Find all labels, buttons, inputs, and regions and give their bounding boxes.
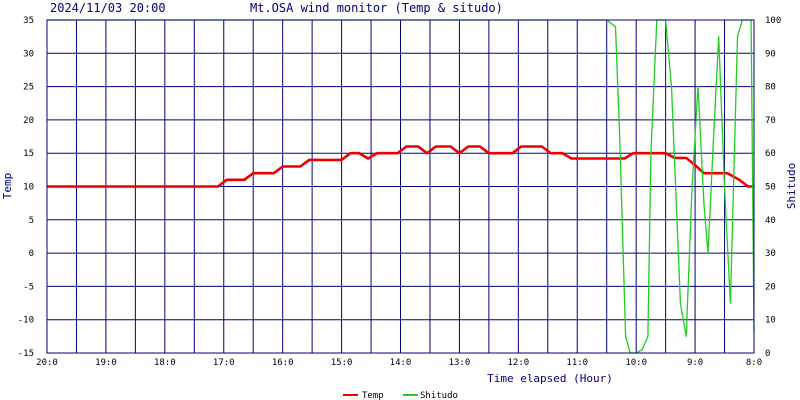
- right-tick-label: 50: [765, 183, 776, 193]
- left-tick-label: 10: [23, 183, 34, 193]
- right-tick-label: 60: [765, 149, 776, 159]
- plot-frame: [46, 19, 755, 354]
- x-tick-label: 16:0: [272, 358, 294, 368]
- x-tick-label: 12:0: [507, 358, 529, 368]
- series-line-temp: [47, 145, 754, 188]
- grid: [47, 19, 754, 354]
- right-tick-label: 80: [765, 83, 776, 93]
- x-tick-label: 11:0: [566, 358, 588, 368]
- right-tick-label: 0: [765, 349, 770, 359]
- left-tick-label: -10: [18, 316, 34, 326]
- right-tick-label: 100: [765, 16, 781, 26]
- timestamp: 2024/11/03 20:00: [50, 1, 166, 15]
- x-tick-label: 19:0: [95, 358, 117, 368]
- x-tick-label: 9:0: [687, 358, 703, 368]
- chart-title: Mt.OSA wind monitor (Temp & situdo): [250, 1, 503, 15]
- left-tick-label: 15: [23, 149, 34, 159]
- right-tick-label: 10: [765, 316, 776, 326]
- right-tick-label: 30: [765, 249, 776, 259]
- x-tick-label: 15:0: [331, 358, 353, 368]
- x-tick-label: 17:0: [213, 358, 235, 368]
- series-layer: [47, 19, 755, 354]
- x-tick-label: 10:0: [625, 358, 647, 368]
- right-tick-label: 90: [765, 49, 776, 59]
- right-tick-label: 40: [765, 216, 776, 226]
- y-axis-label-right: Shitudo: [785, 163, 798, 209]
- right-tick-label: 70: [765, 116, 776, 126]
- x-axis-ticks: 20:0 19:0 18:0 17:0 16:0 15:0 14:0 13:0 12:0 11:0…: [36, 358, 762, 368]
- left-tick-label: 35: [23, 16, 34, 26]
- left-tick-label: -5: [23, 282, 34, 292]
- left-tick-label: 25: [23, 83, 34, 93]
- x-tick-label: 13:0: [449, 358, 471, 368]
- y-axis-label-left: Temp: [1, 173, 14, 200]
- legend-label-shitudo: Shitudo: [420, 391, 458, 400]
- x-tick-label: 8:0: [746, 358, 762, 368]
- left-tick-label: 0: [29, 249, 34, 259]
- left-tick-label: 30: [23, 49, 34, 59]
- legend: Temp Shitudo: [343, 391, 458, 400]
- x-axis-label: Time elapsed (Hour): [487, 372, 613, 385]
- left-tick-label: -15: [18, 349, 34, 359]
- x-tick-label: 18:0: [154, 358, 176, 368]
- left-tick-label: 20: [23, 116, 34, 126]
- x-tick-label: 14:0: [390, 358, 412, 368]
- legend-label-temp: Temp: [362, 391, 384, 400]
- series-line-shitudo: [47, 19, 755, 354]
- right-tick-label: 20: [765, 282, 776, 292]
- x-tick-label: 20:0: [36, 358, 58, 368]
- left-tick-label: 5: [29, 216, 34, 226]
- left-axis-ticks: 35 30 25 20 15 10 5 0 -5 -10 -15: [18, 16, 34, 359]
